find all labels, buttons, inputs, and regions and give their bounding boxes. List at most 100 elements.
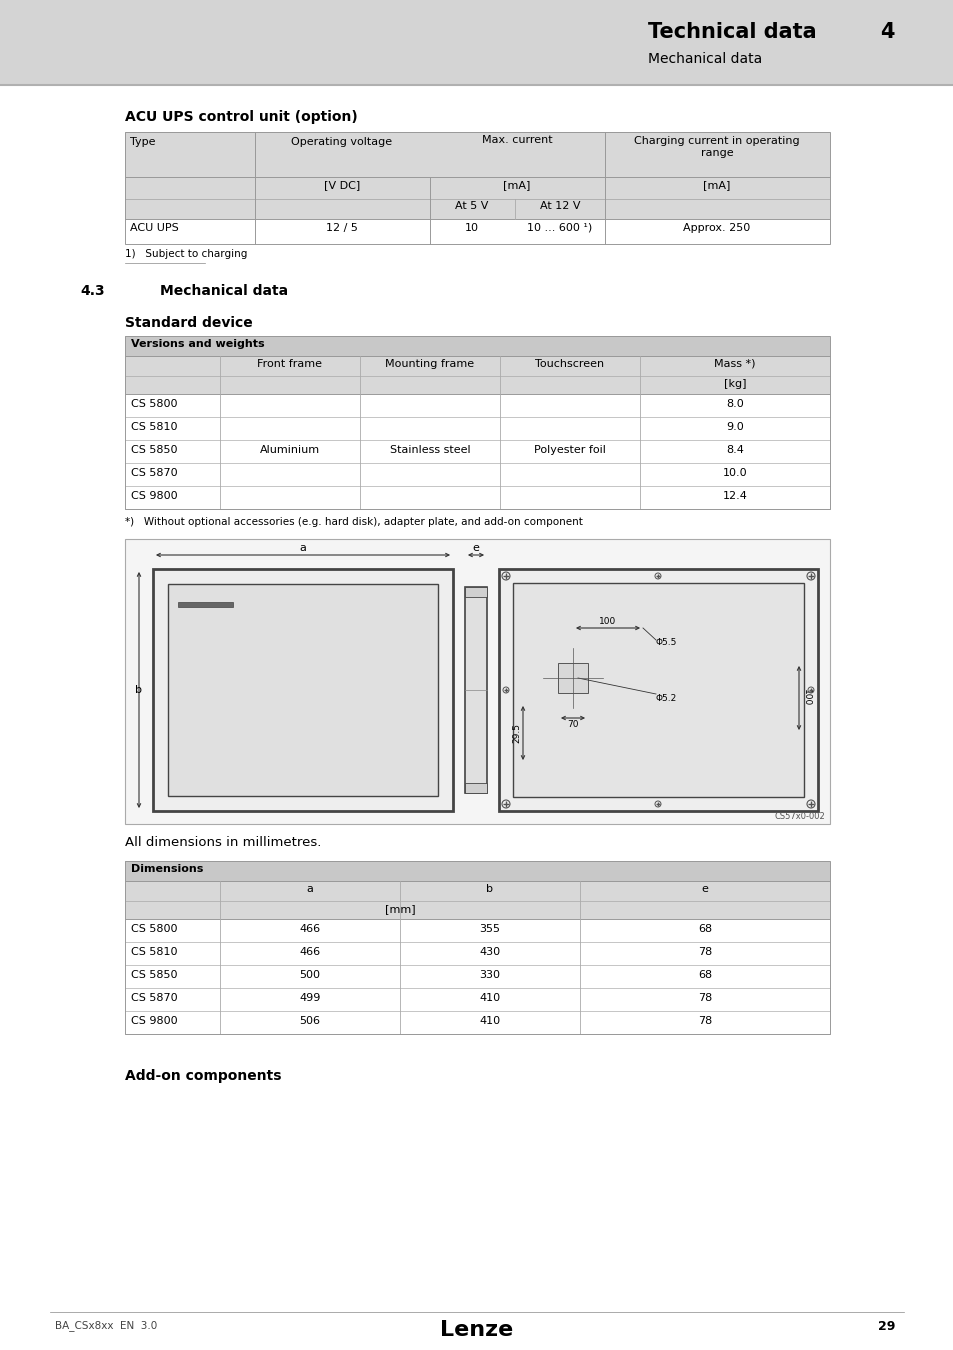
Text: e: e [700, 884, 708, 894]
Text: [mm]: [mm] [384, 904, 415, 914]
Text: CS 5850: CS 5850 [131, 971, 177, 980]
Text: Stainless steel: Stainless steel [389, 446, 470, 455]
Text: Mass *): Mass *) [714, 359, 755, 369]
Text: Max. current: Max. current [481, 135, 552, 144]
Bar [125, 861, 829, 1034]
Bar [125, 377, 829, 394]
Bar [125, 861, 829, 882]
Text: Operating voltage: Operating voltage [291, 136, 392, 147]
Text: a: a [306, 884, 314, 894]
Text: All dimensions in millimetres.: All dimensions in millimetres. [125, 836, 321, 849]
Text: 68: 68 [698, 971, 711, 980]
Text: Charging current in operating
range: Charging current in operating range [634, 136, 799, 158]
Text: CS 5850: CS 5850 [131, 446, 177, 455]
Text: *)   Without optional accessories (e.g. hard disk), adapter plate, and add-on co: *) Without optional accessories (e.g. ha… [125, 517, 582, 526]
Bar [125, 177, 829, 198]
Text: 78: 78 [698, 994, 711, 1003]
Text: ACU UPS: ACU UPS [130, 223, 178, 234]
Text: 8.0: 8.0 [725, 400, 743, 409]
Bar [125, 336, 829, 509]
Text: CS 9800: CS 9800 [131, 491, 177, 501]
Text: 8.4: 8.4 [725, 446, 743, 455]
Text: b: b [486, 884, 493, 894]
Text: 330: 330 [479, 971, 500, 980]
Text: 78: 78 [698, 1017, 711, 1026]
Bar [125, 919, 829, 942]
Bar [125, 1011, 829, 1034]
Text: 410: 410 [479, 1017, 500, 1026]
Text: 500: 500 [299, 971, 320, 980]
Text: 29.5: 29.5 [512, 724, 520, 742]
Text: CS57x0-002: CS57x0-002 [774, 811, 824, 821]
Bar [125, 463, 829, 486]
Bar [464, 587, 486, 597]
Text: BA_CSx8xx  EN  3.0: BA_CSx8xx EN 3.0 [55, 1320, 157, 1331]
Text: Φ5.5: Φ5.5 [656, 639, 677, 647]
Text: 4: 4 [879, 22, 894, 42]
Bar [125, 336, 829, 356]
Text: CS 5800: CS 5800 [131, 923, 177, 934]
Text: Lenze: Lenze [440, 1320, 513, 1341]
Text: Aluminium: Aluminium [259, 446, 319, 455]
Text: 1)   Subject to charging: 1) Subject to charging [125, 248, 247, 259]
Text: 355: 355 [479, 923, 500, 934]
Bar [125, 198, 829, 219]
Text: 70: 70 [567, 720, 578, 729]
Text: CS 5870: CS 5870 [131, 468, 177, 478]
Text: 10.0: 10.0 [722, 468, 746, 478]
Text: Mechanical data: Mechanical data [160, 284, 288, 298]
Text: CS 5870: CS 5870 [131, 994, 177, 1003]
Text: 100: 100 [598, 617, 616, 626]
Bar [498, 568, 817, 811]
Bar [125, 965, 829, 988]
Text: 100: 100 [801, 690, 810, 706]
Bar [0, 0, 953, 85]
Text: a: a [299, 543, 306, 554]
Text: Touchscreen: Touchscreen [535, 359, 604, 369]
Bar [513, 583, 803, 796]
Text: Standard device: Standard device [125, 316, 253, 329]
Text: Polyester foil: Polyester foil [534, 446, 605, 455]
Bar [125, 440, 829, 463]
Text: Dimensions: Dimensions [131, 864, 203, 873]
Text: 68: 68 [698, 923, 711, 934]
Text: CS 5800: CS 5800 [131, 400, 177, 409]
Bar [125, 394, 829, 417]
Text: b: b [135, 684, 142, 695]
Bar [558, 663, 587, 693]
Text: 430: 430 [479, 946, 500, 957]
Text: Front frame: Front frame [257, 359, 322, 369]
Text: At 12 V: At 12 V [539, 201, 579, 211]
Text: e: e [472, 543, 479, 554]
Bar [125, 539, 829, 824]
Text: 10 ... 600 ¹): 10 ... 600 ¹) [527, 223, 592, 234]
Text: [kg]: [kg] [723, 379, 745, 389]
Text: 506: 506 [299, 1017, 320, 1026]
Bar [125, 417, 829, 440]
Text: 12 / 5: 12 / 5 [326, 223, 357, 234]
Text: [mA]: [mA] [503, 180, 530, 190]
Text: CS 5810: CS 5810 [131, 423, 177, 432]
Text: CS 5810: CS 5810 [131, 946, 177, 957]
Text: Add-on components: Add-on components [125, 1069, 281, 1083]
Text: At 5 V: At 5 V [455, 201, 488, 211]
Text: 410: 410 [479, 994, 500, 1003]
Text: Type: Type [130, 136, 155, 147]
Text: Mounting frame: Mounting frame [385, 359, 474, 369]
Text: 29: 29 [877, 1320, 894, 1332]
Text: CS 9800: CS 9800 [131, 1017, 177, 1026]
Bar [125, 882, 829, 900]
Text: Approx. 250: Approx. 250 [682, 223, 750, 234]
Text: 466: 466 [299, 946, 320, 957]
Text: 466: 466 [299, 923, 320, 934]
Text: 12.4: 12.4 [721, 491, 746, 501]
Bar [464, 587, 486, 792]
Text: 10: 10 [464, 223, 478, 234]
Bar [125, 132, 829, 244]
Text: 4.3: 4.3 [80, 284, 105, 298]
Text: ACU UPS control unit (option): ACU UPS control unit (option) [125, 109, 357, 124]
Text: Mechanical data: Mechanical data [647, 53, 761, 66]
Bar [125, 219, 829, 244]
Bar [178, 602, 233, 608]
Bar [125, 942, 829, 965]
